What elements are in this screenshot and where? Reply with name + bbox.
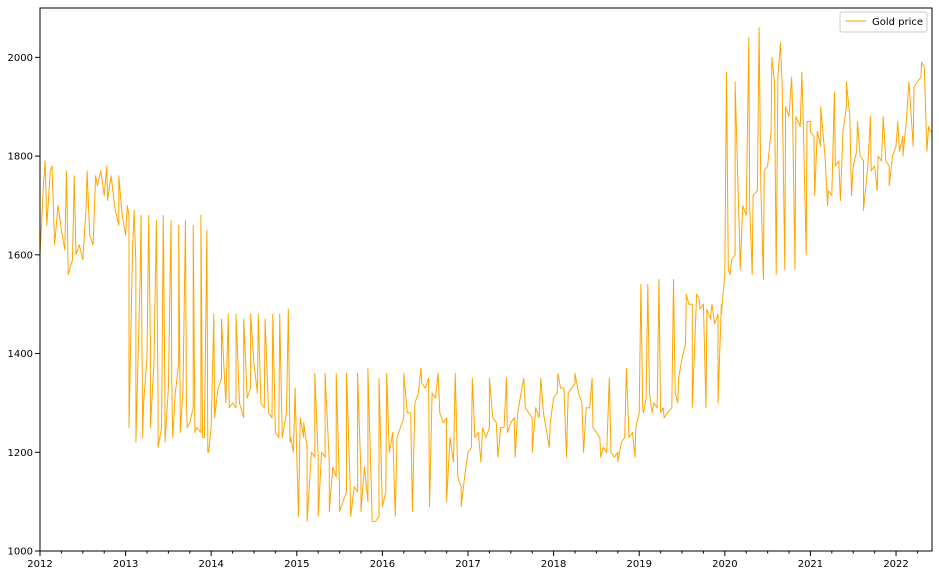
x-tick-label: 2015 bbox=[284, 559, 309, 570]
series-line-gold-price bbox=[39, 27, 932, 522]
y-tick-label: 1400 bbox=[8, 349, 33, 360]
series-layer bbox=[39, 27, 932, 522]
y-axis: 1000 1200 1400 1600 1800 2000 bbox=[8, 53, 40, 558]
axes-background bbox=[40, 8, 932, 551]
x-tick-label: 2014 bbox=[198, 559, 223, 570]
x-tick-label: 2016 bbox=[370, 559, 395, 570]
x-tick-label: 2019 bbox=[627, 559, 652, 570]
y-tick-label: 2000 bbox=[8, 53, 33, 64]
legend-label-gold-price: Gold price bbox=[872, 17, 923, 28]
x-tick-label: 2013 bbox=[113, 559, 138, 570]
y-tick-label: 1200 bbox=[8, 448, 33, 459]
y-tick-label: 1800 bbox=[8, 152, 33, 163]
legend: Gold price bbox=[839, 11, 928, 33]
plot-area bbox=[40, 8, 932, 551]
axes-frame bbox=[39, 7, 933, 552]
x-tick-label: 2012 bbox=[27, 559, 52, 570]
x-tick-label: 2021 bbox=[798, 559, 823, 570]
y-tick-label: 1000 bbox=[8, 547, 33, 558]
x-axis: 2012 2013 2014 2015 2016 2017 2018 2019 2020 2021… bbox=[27, 551, 918, 570]
y-tick-label: 1600 bbox=[8, 250, 33, 261]
legend-box bbox=[839, 11, 928, 33]
x-tick-label: 2020 bbox=[712, 559, 737, 570]
x-tick-label: 2017 bbox=[455, 559, 480, 570]
x-tick-label: 2018 bbox=[541, 559, 566, 570]
x-tick-label: 2022 bbox=[883, 559, 908, 570]
